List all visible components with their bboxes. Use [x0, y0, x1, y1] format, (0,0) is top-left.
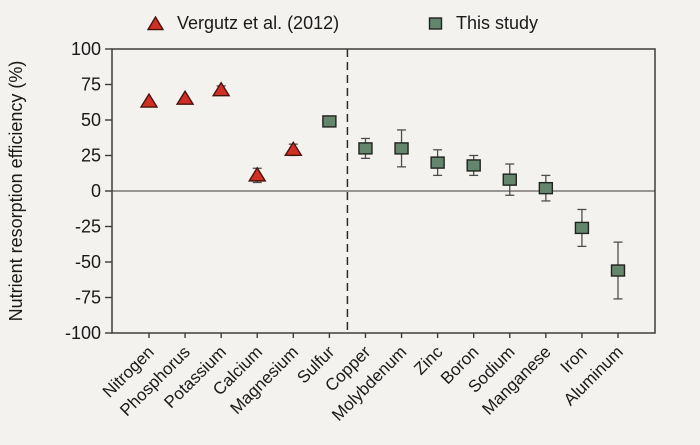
data-point-potassium [211, 81, 231, 97]
y-tick-label: 0 [91, 181, 101, 201]
legend-item-vergutz: Vergutz et al. (2012) [147, 9, 339, 37]
y-tick-label: 75 [81, 75, 101, 95]
y-tick-label: -50 [75, 252, 101, 272]
data-point-iron [574, 221, 590, 235]
data-point-magnesium [284, 140, 303, 157]
data-point-copper [358, 142, 373, 155]
y-tick-label: 50 [81, 110, 101, 130]
data-point-phosphorus [175, 89, 195, 105]
y-tick-label: -100 [65, 323, 101, 343]
data-point-aluminum [610, 264, 626, 277]
legend-label-vergutz: Vergutz et al. (2012) [177, 13, 340, 33]
y-axis-title: Nutrient resorption efficiency (%) [6, 61, 26, 322]
data-point-molybdenum [394, 142, 409, 155]
y-tick-label: 100 [71, 39, 101, 59]
legend-item-this-study: This study [428, 9, 538, 37]
data-point-sulfur [322, 115, 337, 128]
data-point-sodium [502, 173, 517, 186]
data-point-boron [466, 159, 481, 172]
square-marker-icon [428, 16, 443, 30]
data-point-calcium [247, 166, 267, 182]
y-tick-label: 25 [81, 146, 101, 166]
triangle-marker-icon [147, 15, 164, 30]
legend-label-this-study: This study [456, 13, 539, 33]
data-point-nitrogen [139, 92, 159, 108]
y-tick-label: -75 [75, 288, 101, 308]
data-point-manganese [538, 181, 554, 195]
data-point-zinc [430, 156, 445, 169]
y-tick-label: -25 [75, 217, 101, 237]
legend: Vergutz et al. (2012) This study [0, 9, 700, 37]
